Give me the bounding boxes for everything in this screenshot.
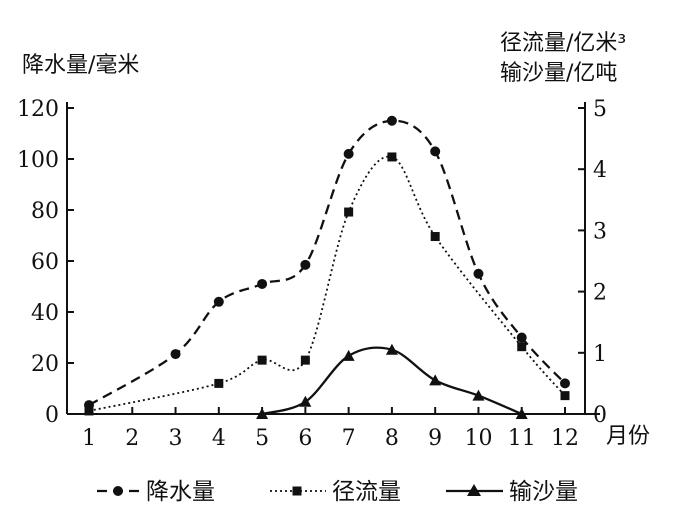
x-tick-label: 6 [298,426,312,451]
data-point-precipitation [257,278,268,289]
legend-label-precipitation: 降水量 [146,479,215,505]
right-axis-title-runoff: 径流量/亿米³ [500,31,626,56]
data-point-precipitation [300,259,311,270]
left-tick-label: 100 [17,148,59,173]
data-point-precipitation [386,115,397,126]
right-axis-title-sediment: 输沙量/亿吨 [500,61,617,86]
left-tick-label: 120 [17,97,59,122]
data-point-precipitation [343,148,354,159]
data-point-precipitation [430,146,441,157]
data-point-runoff [430,232,440,242]
legend: 降水量 径流量 输沙量 [97,479,578,505]
data-point-runoff [257,355,267,365]
x-tick-label: 2 [125,426,139,451]
right-tick-label: 4 [593,158,607,183]
data-point-sediment [256,408,269,419]
left-tick-label: 40 [31,301,59,326]
data-point-sediment [429,374,442,386]
right-tick-label: 2 [593,281,607,306]
x-tick-label: 4 [212,426,226,451]
data-point-runoff [300,355,310,365]
left-tick-label: 80 [31,199,59,224]
right-tick-label: 1 [593,342,607,367]
legend-marker-runoff [292,486,302,496]
x-tick-label: 9 [428,426,442,451]
legend-label-runoff: 径流量 [332,479,401,505]
series-layer [84,115,570,419]
data-point-sediment [299,395,312,407]
data-point-runoff [84,406,94,416]
x-tick-label: 11 [508,426,536,451]
left-tick-label: 20 [31,352,59,377]
data-point-runoff [560,391,570,401]
left-tick-label: 0 [45,403,59,428]
right-tick-label: 5 [593,97,607,122]
right-tick-label: 0 [593,403,607,428]
data-point-sediment [385,343,398,355]
data-point-precipitation [560,378,570,389]
data-point-runoff [344,207,354,217]
x-axis-unit: 月份 [606,424,650,449]
data-point-sediment [472,389,485,401]
right-tick-label: 3 [593,219,607,244]
x-tick-label: 7 [342,426,356,451]
data-point-precipitation [473,268,484,279]
data-point-precipitation [170,349,181,360]
left-axis-title: 降水量/毫米 [22,53,139,78]
x-tick-label: 3 [169,426,183,451]
x-tick-label: 10 [464,426,492,451]
data-point-precipitation [516,332,527,343]
legend-marker-sediment [467,484,481,496]
data-point-runoff [387,152,397,162]
data-point-runoff [517,342,527,352]
data-point-runoff [214,378,224,388]
series-line-runoff [88,155,566,412]
left-tick-label: 60 [31,250,59,275]
data-point-sediment [342,349,355,361]
x-tick-label: 12 [551,426,579,451]
data-point-sediment [515,408,528,419]
x-tick-label: 5 [255,426,269,451]
x-tick-label: 1 [82,426,96,451]
legend-label-sediment: 输沙量 [509,479,578,505]
data-point-precipitation [213,296,224,307]
x-tick-label: 8 [385,426,399,451]
legend-marker-precipitation [113,486,123,496]
series-line-precipitation [88,119,566,407]
